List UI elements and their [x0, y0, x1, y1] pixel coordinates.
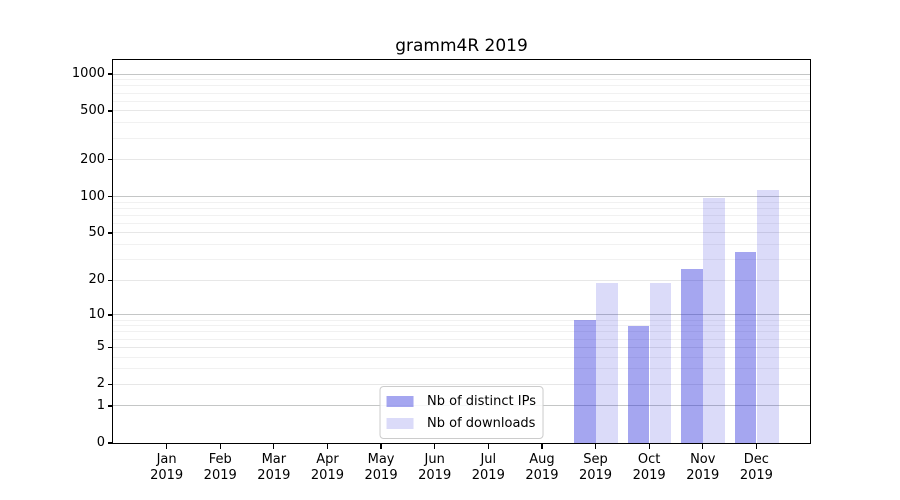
gridline — [113, 159, 810, 161]
y-tick-label: 0 — [96, 435, 105, 450]
x-tick-label: Jun 2019 — [418, 452, 452, 483]
y-tick — [107, 279, 112, 281]
x-tick-label: Sep 2019 — [578, 452, 613, 483]
y-tick-label: 20 — [88, 272, 105, 288]
x-tick — [380, 444, 382, 449]
legend: Nb of distinct IPs Nb of downloads — [379, 386, 544, 439]
x-tick-label: Jul 2019 — [471, 452, 505, 483]
x-tick — [273, 444, 275, 449]
gridline — [113, 222, 810, 224]
y-tick-label: 10 — [88, 306, 105, 322]
legend-item-downloads: Nb of downloads — [386, 416, 536, 431]
y-tick-label: 5 — [96, 339, 105, 355]
y-tick — [107, 159, 112, 161]
x-tick — [487, 444, 489, 449]
x-tick — [434, 444, 436, 449]
x-tick — [541, 444, 543, 449]
x-tick — [594, 444, 597, 449]
gridline — [113, 100, 810, 102]
y-tick-label: 1000 — [71, 66, 105, 81]
gridline — [113, 207, 810, 209]
y-tick — [107, 405, 112, 407]
y-tick — [107, 110, 112, 112]
bar — [574, 320, 596, 443]
y-tick-label: 500 — [80, 102, 105, 118]
x-tick — [166, 444, 168, 449]
gridline — [113, 137, 810, 139]
plot-area: Nb of distinct IPs Nb of downloads — [112, 59, 811, 444]
gridline — [113, 331, 810, 333]
y-tick-label: 2 — [96, 376, 105, 392]
x-tick-label: Mar 2019 — [257, 452, 291, 483]
chart-title: gramm4R 2019 — [395, 36, 528, 56]
x-tick-label: May 2019 — [364, 452, 398, 483]
gridline — [113, 325, 810, 327]
gridline — [113, 85, 810, 87]
gridline — [113, 196, 810, 197]
y-tick — [107, 383, 112, 385]
x-tick-label: Aug 2019 — [525, 452, 559, 483]
gridline — [113, 244, 810, 246]
gridline — [113, 368, 810, 370]
y-tick — [107, 195, 112, 198]
gridline — [113, 73, 810, 75]
bar — [649, 283, 672, 443]
y-tick-label: 200 — [80, 151, 105, 167]
legend-swatch-downloads — [386, 418, 414, 429]
x-tick — [648, 444, 650, 449]
gridline — [113, 214, 810, 216]
legend-item-distinct-ips: Nb of distinct IPs — [386, 394, 536, 409]
y-tick — [107, 232, 112, 234]
bar — [703, 198, 725, 443]
y-tick-label: 1 — [96, 397, 105, 413]
x-tick — [219, 444, 221, 449]
gridline — [113, 314, 810, 316]
gridline — [113, 201, 810, 203]
legend-label-distinct-ips: Nb of distinct IPs — [427, 394, 536, 409]
y-tick — [107, 346, 112, 348]
gridline — [113, 383, 810, 385]
legend-label-downloads: Nb of downloads — [427, 416, 536, 431]
gridline — [113, 279, 810, 281]
x-tick — [755, 444, 757, 449]
y-tick — [107, 314, 112, 316]
gridline — [113, 356, 810, 358]
gridline — [113, 122, 810, 124]
y-tick — [107, 442, 112, 444]
y-tick-label: 50 — [88, 224, 105, 240]
x-tick-label: Dec 2019 — [739, 452, 773, 483]
bar — [596, 283, 618, 443]
legend-swatch-distinct-ips — [386, 396, 414, 407]
x-tick-label: Jan 2019 — [150, 452, 184, 483]
x-tick-label: Apr 2019 — [310, 452, 344, 483]
gridline — [113, 110, 810, 112]
y-tick-label: 100 — [80, 188, 105, 204]
gridline — [113, 338, 810, 340]
bar — [757, 190, 779, 443]
gridline — [113, 232, 810, 234]
bar — [734, 251, 757, 443]
gridline — [113, 92, 810, 94]
gridline — [113, 319, 810, 321]
x-tick-label: Feb 2019 — [203, 452, 237, 483]
x-tick-label: Nov 2019 — [686, 452, 720, 483]
x-tick — [326, 444, 329, 449]
bar — [627, 325, 650, 443]
gridline — [113, 346, 810, 348]
y-tick — [107, 73, 112, 75]
x-tick — [702, 444, 704, 449]
bar — [681, 268, 703, 443]
x-tick-label: Oct 2019 — [632, 452, 666, 483]
gridline — [113, 79, 810, 81]
gridline — [113, 259, 810, 261]
